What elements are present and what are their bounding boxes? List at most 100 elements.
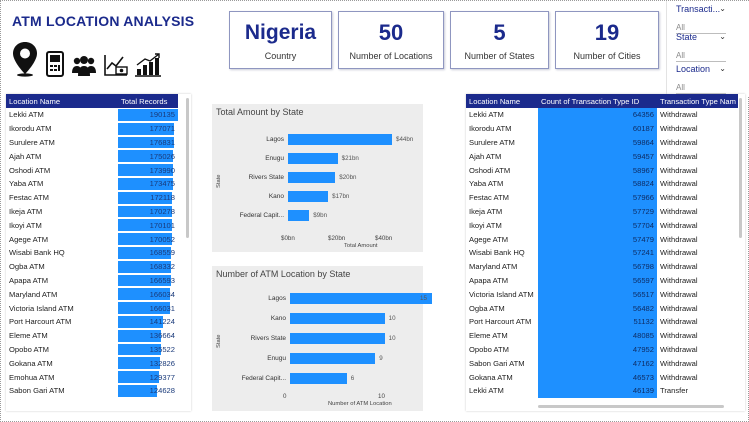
table-row[interactable]: Wisabi Bank HQ 168559: [6, 246, 178, 260]
table-row[interactable]: Victoria Island ATM 166031: [6, 301, 178, 315]
table-row[interactable]: Sabon Gari ATM 47162 Withdrawal: [466, 356, 738, 371]
growth-chart-icon: [135, 53, 161, 77]
table-row[interactable]: Opobo ATM 47952 Withdrawal: [466, 342, 738, 357]
slicer-transaction-value[interactable]: All: [676, 23, 685, 32]
location-name-cell: Port Harcourt ATM: [9, 317, 72, 327]
column-header-total-records[interactable]: Total Records: [118, 94, 178, 108]
total-records-value: 190135: [149, 110, 175, 120]
table-row[interactable]: Agege ATM 170052: [6, 232, 178, 246]
kpi-label: Number of States: [464, 51, 535, 61]
total-records-cell: 135522: [118, 343, 178, 357]
axis-tick: $40bn: [375, 235, 393, 242]
transaction-type-cell: Withdrawal: [660, 124, 698, 134]
table-row[interactable]: Ikeja ATM 57729 Withdrawal: [466, 204, 738, 219]
location-name-cell: Surulere ATM: [469, 137, 515, 147]
table-row[interactable]: Ikeja ATM 170278: [6, 205, 178, 219]
table-row[interactable]: Ikoyi ATM 57704 Withdrawal: [466, 218, 738, 233]
total-records-cell: 173990: [118, 163, 178, 177]
data-label: 9: [379, 355, 383, 362]
table-row[interactable]: Ikorodu ATM 60187 Withdrawal: [466, 121, 738, 136]
table-row[interactable]: Surulere ATM 176831: [6, 136, 178, 150]
location-name-cell: Ogba ATM: [469, 303, 505, 313]
location-name-cell: Ogba ATM: [9, 262, 45, 272]
axis-tick: 10: [378, 393, 385, 400]
total-records-value: 166031: [149, 303, 175, 313]
kpi-value: Nigeria: [244, 21, 317, 44]
table-row[interactable]: Ajah ATM 59457 Withdrawal: [466, 149, 738, 164]
category-label: Lagos: [266, 136, 284, 143]
location-name-cell: Lekki ATM: [469, 386, 504, 396]
table-row[interactable]: Victoria Island ATM 56517 Withdrawal: [466, 287, 738, 302]
table-row[interactable]: Festac ATM 172118: [6, 191, 178, 205]
table-row[interactable]: Maryland ATM 166034: [6, 287, 178, 301]
table-row[interactable]: Agege ATM 57479 Withdrawal: [466, 232, 738, 246]
data-label: $21bn: [341, 155, 359, 162]
table-row[interactable]: Yaba ATM 173475: [6, 177, 178, 191]
table-row[interactable]: Sabon Gari ATM 124628: [6, 384, 178, 398]
category-label: Lagos: [268, 295, 286, 302]
data-label: $44bn: [396, 136, 414, 143]
table-row[interactable]: Lekki ATM 190135: [6, 108, 178, 122]
table-row[interactable]: Opobo ATM 135522: [6, 343, 178, 357]
column-header-transaction-type[interactable]: Transaction Type Nam: [657, 94, 738, 108]
databar: [118, 357, 160, 370]
table-row[interactable]: Ikorodu ATM 177071: [6, 122, 178, 136]
table-row[interactable]: Surulere ATM 59864 Withdrawal: [466, 135, 738, 150]
total-records-cell: 168559: [118, 246, 178, 260]
table-row[interactable]: Gokana ATM 46573 Withdrawal: [466, 370, 738, 384]
location-name-cell: Ikoyi ATM: [469, 220, 502, 230]
slicer-transaction-label[interactable]: Transacti...: [676, 4, 721, 14]
scrollbar[interactable]: [739, 98, 742, 238]
table-row[interactable]: Oshodi ATM 58967 Withdrawal: [466, 163, 738, 177]
slicer-location-value[interactable]: All: [676, 83, 685, 92]
table-row[interactable]: Eleme ATM 48085 Withdrawal: [466, 328, 738, 343]
category-label: Kano: [268, 193, 284, 200]
location-name-cell: Yaba ATM: [469, 179, 504, 189]
category-label: Enugu: [267, 355, 286, 362]
location-name-cell: Emohua ATM: [9, 372, 55, 382]
table-row[interactable]: Port Harcourt ATM 51132 Withdrawal: [466, 314, 738, 329]
databar: [118, 205, 172, 218]
column-header-count[interactable]: Count of Transaction Type ID: [538, 94, 657, 108]
column-header-location[interactable]: Location Name: [6, 94, 118, 108]
table-row[interactable]: Emohua ATM 129377: [6, 370, 178, 384]
table-row[interactable]: Apapa ATM 166593: [6, 274, 178, 288]
total-records-value: 132826: [149, 358, 175, 368]
table-row[interactable]: Lekki ATM 46139 Transfer: [466, 383, 738, 398]
table-row[interactable]: Ogba ATM 56482 Withdrawal: [466, 301, 738, 315]
chevron-down-icon[interactable]: ⌄: [719, 4, 726, 13]
table-row[interactable]: Yaba ATM 58824 Withdrawal: [466, 176, 738, 191]
chevron-down-icon[interactable]: ⌄: [719, 64, 726, 73]
table-row[interactable]: Festac ATM 57966 Withdrawal: [466, 190, 738, 205]
table-row[interactable]: Ogba ATM 168332: [6, 260, 178, 274]
column-header-location[interactable]: Location Name: [466, 94, 538, 108]
chevron-down-icon[interactable]: ⌄: [719, 32, 726, 41]
total-records-value: 135522: [149, 344, 175, 354]
slicer-underline: [676, 61, 726, 62]
table-row[interactable]: Eleme ATM 136664: [6, 329, 178, 343]
slicer-underline: [676, 33, 726, 34]
bar: [290, 293, 432, 304]
horizontal-scrollbar[interactable]: [538, 405, 724, 408]
table-row[interactable]: Wisabi Bank HQ 57241 Withdrawal: [466, 245, 738, 260]
atm-machine-icon: [46, 51, 64, 77]
total-records-cell: 136664: [118, 329, 178, 343]
slicer-state-value[interactable]: All: [676, 51, 685, 60]
location-name-cell: Ajah ATM: [9, 151, 42, 161]
table-row[interactable]: Gokana ATM 132826: [6, 356, 178, 370]
table-row[interactable]: Oshodi ATM 173990: [6, 163, 178, 177]
chart-title: Number of ATM Location by State: [216, 269, 351, 279]
total-records-cell: 166031: [118, 301, 178, 315]
table-row[interactable]: Apapa ATM 56597 Withdrawal: [466, 273, 738, 288]
slicer-state-label[interactable]: State: [676, 32, 698, 42]
table-row[interactable]: Ajah ATM 175026: [6, 149, 178, 163]
transaction-count-cell: 56517: [538, 287, 657, 302]
table-row[interactable]: Lekki ATM 64356 Withdrawal: [466, 108, 738, 122]
table-row[interactable]: Ikoyi ATM 170101: [6, 218, 178, 232]
slicer-location-label[interactable]: Location: [676, 64, 711, 74]
transaction-type-cell: Withdrawal: [660, 331, 698, 341]
table-row[interactable]: Maryland ATM 56798 Withdrawal: [466, 259, 738, 274]
table-row[interactable]: Port Harcourt ATM 141224: [6, 315, 178, 329]
transaction-type-cell: Withdrawal: [660, 344, 698, 354]
scrollbar[interactable]: [186, 98, 189, 238]
